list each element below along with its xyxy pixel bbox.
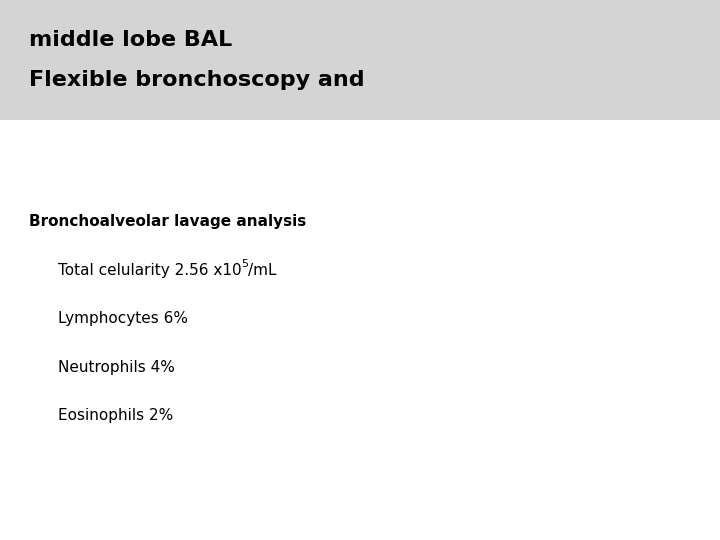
Text: Bronchoalveolar lavage analysis: Bronchoalveolar lavage analysis: [29, 214, 306, 229]
Text: middle lobe BAL: middle lobe BAL: [29, 30, 232, 50]
Text: Eosinophils 2%: Eosinophils 2%: [58, 408, 173, 423]
Text: Flexible bronchoscopy and: Flexible bronchoscopy and: [29, 70, 364, 90]
Text: Total celularity 2.56 x10: Total celularity 2.56 x10: [58, 262, 241, 278]
Text: Neutrophils 4%: Neutrophils 4%: [58, 360, 174, 375]
Text: /mL: /mL: [248, 262, 276, 278]
Text: 5: 5: [241, 259, 248, 269]
Bar: [0, 0, 720, 120]
Text: Lymphocytes 6%: Lymphocytes 6%: [58, 311, 188, 326]
